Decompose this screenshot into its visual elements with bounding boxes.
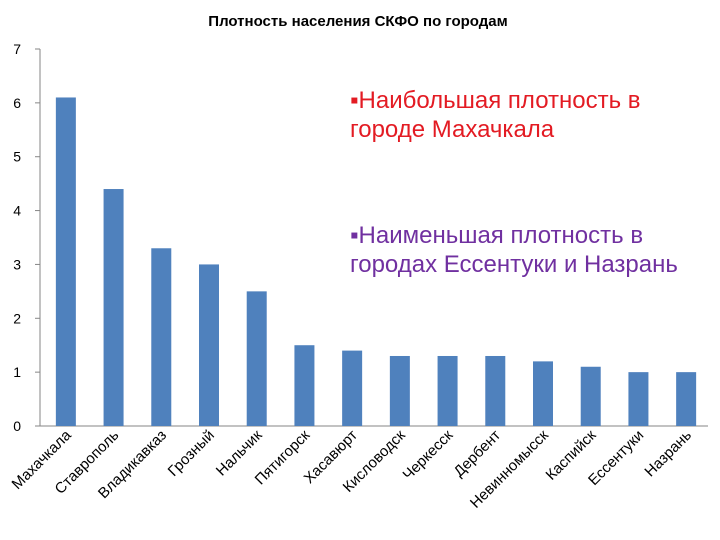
- bar: [437, 355, 458, 426]
- bar: [103, 189, 124, 426]
- bar: [485, 355, 506, 426]
- category-labels: МахачкалаСтавропольВладикавказГрозныйНал…: [9, 426, 696, 511]
- bar: [676, 372, 697, 426]
- x-tick-label: Черкесск: [400, 427, 457, 484]
- bar: [342, 350, 363, 426]
- bar: [533, 361, 553, 426]
- y-tick-label: 2: [13, 310, 21, 326]
- bar: [580, 366, 601, 426]
- y-tick-label: 5: [13, 149, 21, 165]
- y-tick-label: 1: [13, 364, 21, 380]
- x-tick-label: Назрань: [641, 427, 695, 481]
- chart-title: Плотность населения СКФО по городам: [208, 13, 507, 30]
- bar: [55, 97, 76, 426]
- bar: [246, 291, 267, 426]
- annotation-highest: ▪Наибольшая плотность в городе Махачкала: [350, 87, 641, 143]
- y-tick-label: 6: [13, 95, 21, 111]
- y-tick-label: 3: [13, 256, 21, 272]
- y-tick-label: 0: [13, 418, 21, 434]
- bar: [151, 248, 172, 426]
- annotation-lowest: ▪Наименьшая плотность в городах Ессентук…: [350, 222, 678, 278]
- chart-bars: [55, 97, 697, 426]
- bar: [294, 345, 315, 426]
- y-tick-label: 4: [13, 203, 21, 219]
- bar: [628, 372, 649, 426]
- x-tick-label: Грозный: [165, 427, 218, 480]
- bar: [389, 355, 410, 426]
- y-tick-label: 7: [13, 41, 21, 57]
- bar: [199, 264, 219, 426]
